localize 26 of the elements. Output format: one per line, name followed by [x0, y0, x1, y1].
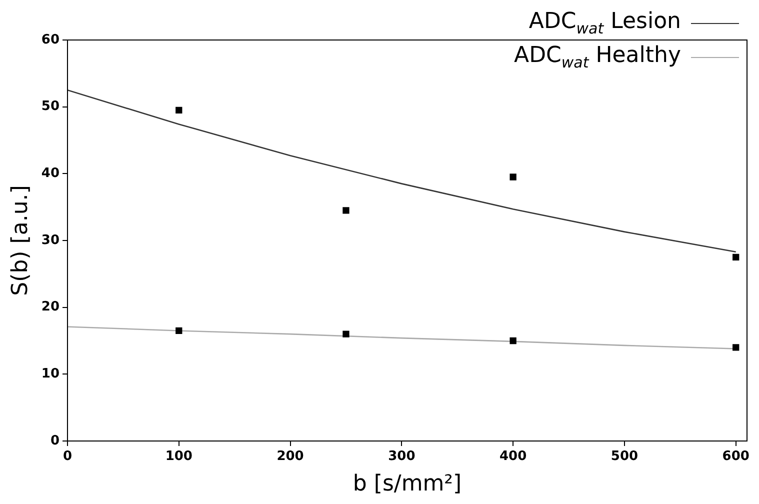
point	[510, 337, 516, 344]
y-tick-label: 0	[50, 433, 60, 448]
point	[176, 327, 182, 334]
point	[176, 106, 182, 114]
x-axis-title: b [s/mm²]	[352, 472, 462, 497]
y-tick-label: 50	[41, 99, 60, 114]
point	[342, 207, 350, 214]
point	[732, 254, 740, 261]
x-tick-label: 200	[276, 449, 304, 464]
y-tick-label: 40	[41, 166, 60, 182]
x-tick-label: 400	[500, 449, 527, 464]
x-tick-label: 100	[165, 449, 192, 464]
x-tick-label: 600	[722, 449, 750, 464]
legend-label: ADC$_{wat}$ Lesion	[528, 8, 681, 38]
y-tick-label: 10	[41, 366, 60, 382]
x-tick-label: 0	[62, 449, 72, 464]
y-tick-label: 60	[41, 32, 60, 48]
x-tick-label: 300	[388, 449, 416, 464]
y-axis-title: S(b) [a.u.]	[8, 185, 33, 296]
point	[510, 174, 516, 180]
point	[342, 330, 350, 338]
legend-label: ADC$_{wat}$ Healthy	[514, 42, 681, 72]
y-tick-label: 20	[41, 300, 60, 315]
y-tick-label: 30	[41, 232, 60, 248]
point	[732, 344, 740, 351]
x-tick-label: 500	[610, 449, 638, 464]
